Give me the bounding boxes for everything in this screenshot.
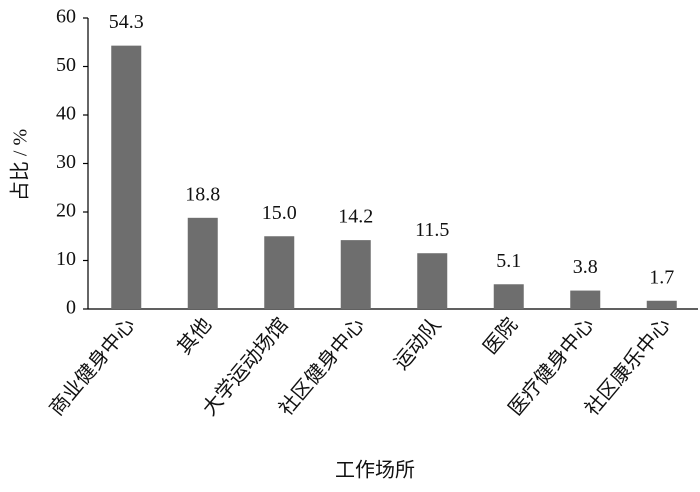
y-tick-label: 30 [56,151,76,173]
bar [111,45,142,310]
y-tick-label: 0 [66,297,76,319]
y-axis-title: 占比 / % [9,129,32,201]
y-tick-label: 10 [56,248,76,270]
value-label: 5.1 [496,250,521,272]
value-label: 15.0 [262,202,297,224]
value-label: 14.2 [338,206,373,228]
bar [570,290,601,309]
bar [340,240,371,309]
value-label: 54.3 [109,11,144,33]
value-label: 3.8 [573,256,598,278]
x-tick-label: 其他 [173,313,216,358]
value-label: 18.8 [185,183,220,205]
bar [646,300,677,309]
x-tick-label: 医院 [479,313,522,358]
bar [493,284,524,309]
value-label: 11.5 [415,219,449,241]
y-tick-label: 40 [56,103,76,125]
bar [417,253,448,309]
x-tick-label: 运动队 [389,313,445,374]
bar [264,236,295,309]
bar [187,217,218,309]
x-tick-label: 商业健身中心 [45,313,140,420]
y-tick-label: 60 [56,6,76,28]
y-tick-label: 50 [56,54,76,76]
y-tick-label: 20 [56,200,76,222]
x-axis-title: 工作场所 [335,459,415,482]
value-label: 1.7 [649,266,674,288]
